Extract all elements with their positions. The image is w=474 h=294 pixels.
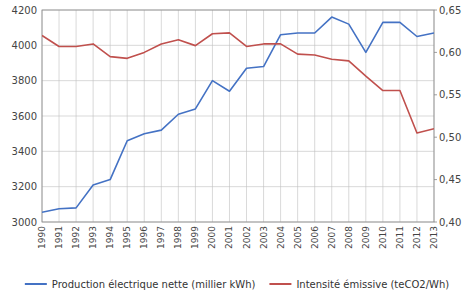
plot-frame bbox=[42, 10, 434, 222]
legend: Production électrique nette (millier kWh… bbox=[25, 279, 449, 290]
y2-tick-label: 0,65 bbox=[439, 5, 461, 16]
x-tick-label: 1992 bbox=[71, 226, 81, 249]
y2-tick bbox=[434, 10, 437, 11]
x-tick-label: 2003 bbox=[259, 226, 269, 249]
y-tick-label: 3000 bbox=[12, 217, 37, 228]
x-grid-line bbox=[110, 10, 111, 222]
x-grid-line bbox=[382, 10, 383, 222]
x-tick-label: 2000 bbox=[207, 226, 217, 249]
y2-tick-label: 0,40 bbox=[439, 217, 461, 228]
x-tick-label: 2007 bbox=[327, 226, 337, 249]
line-series bbox=[42, 17, 434, 212]
y-grid-line bbox=[42, 45, 434, 46]
grid bbox=[42, 10, 434, 222]
x-tick-label: 1999 bbox=[190, 226, 200, 249]
y-tick-label: 3200 bbox=[12, 181, 37, 192]
y2-tick bbox=[434, 94, 437, 95]
x-tick-label: 2011 bbox=[395, 226, 405, 249]
x-grid-line bbox=[348, 10, 349, 222]
y2-tick bbox=[434, 137, 437, 138]
series-lines bbox=[42, 17, 434, 212]
x-tick-label: 1993 bbox=[88, 226, 98, 249]
y-tick-label: 3400 bbox=[12, 146, 37, 157]
chart: 3000 3200 3400 3600 3800 4000 4200 0,40 0,45 0,50… bbox=[0, 0, 474, 294]
x-tick-label: 1990 bbox=[37, 226, 47, 249]
x-tick-label: 2013 bbox=[429, 226, 439, 249]
x-grid-line bbox=[76, 10, 77, 222]
x-tick-label: 2012 bbox=[412, 226, 422, 249]
x-grid-line bbox=[331, 10, 332, 222]
y2-tick-label: 0,60 bbox=[439, 47, 461, 58]
x-tick-label: 1995 bbox=[122, 226, 132, 249]
x-tick-label: 2005 bbox=[293, 226, 303, 249]
legend-swatch bbox=[269, 283, 291, 285]
y-tick-label: 4200 bbox=[12, 5, 37, 16]
x-grid-line bbox=[93, 10, 94, 222]
x-tick-label: 2008 bbox=[344, 226, 354, 249]
legend-swatch bbox=[25, 283, 47, 285]
x-grid-line bbox=[365, 10, 366, 222]
x-tick-label: 1998 bbox=[173, 226, 183, 249]
x-tick-label: 2009 bbox=[361, 226, 371, 249]
y-grid-line bbox=[42, 151, 434, 152]
y2-tick bbox=[434, 222, 437, 223]
x-grid-line bbox=[195, 10, 196, 222]
y2-tick bbox=[434, 179, 437, 180]
x-grid-line bbox=[212, 10, 213, 222]
legend-label: Production électrique nette (millier kWh… bbox=[52, 279, 256, 290]
y2-tick-label: 0,50 bbox=[439, 132, 461, 143]
x-grid-line bbox=[297, 10, 298, 222]
x-tick-label: 1996 bbox=[139, 226, 149, 249]
y-grid-line bbox=[42, 186, 434, 187]
x-tick-label: 2006 bbox=[310, 226, 320, 249]
x-grid-line bbox=[144, 10, 145, 222]
y-tick-label: 4000 bbox=[12, 40, 37, 51]
x-grid-line bbox=[161, 10, 162, 222]
x-tick-label: 1997 bbox=[156, 226, 166, 249]
y2-tick bbox=[434, 52, 437, 53]
x-grid-line bbox=[399, 10, 400, 222]
x-grid-line bbox=[416, 10, 417, 222]
legend-label: Intensité émissive (teCO2/Wh) bbox=[296, 279, 449, 290]
y-tick-label: 3600 bbox=[12, 111, 37, 122]
x-tick-label: 1991 bbox=[54, 226, 64, 249]
x-grid-line bbox=[314, 10, 315, 222]
x-grid-line bbox=[263, 10, 264, 222]
x-grid-line bbox=[246, 10, 247, 222]
axes: 3000 3200 3400 3600 3800 4000 4200 0,40 0,45 0,50… bbox=[12, 5, 462, 249]
y-grid-line bbox=[42, 116, 434, 117]
y2-tick-label: 0,45 bbox=[439, 174, 461, 185]
x-tick-label: 2002 bbox=[242, 226, 252, 249]
y-tick-label: 3800 bbox=[12, 75, 37, 86]
line-series bbox=[42, 33, 434, 133]
x-grid-line bbox=[229, 10, 230, 222]
x-grid-line bbox=[178, 10, 179, 222]
y2-tick-label: 0,55 bbox=[439, 89, 461, 100]
x-tick-label: 2010 bbox=[378, 226, 388, 249]
x-tick-label: 2001 bbox=[224, 226, 234, 249]
x-tick-label: 1994 bbox=[105, 226, 115, 249]
x-grid-line bbox=[127, 10, 128, 222]
x-tick-label: 2004 bbox=[276, 226, 286, 249]
x-grid-line bbox=[59, 10, 60, 222]
x-grid-line bbox=[280, 10, 281, 222]
